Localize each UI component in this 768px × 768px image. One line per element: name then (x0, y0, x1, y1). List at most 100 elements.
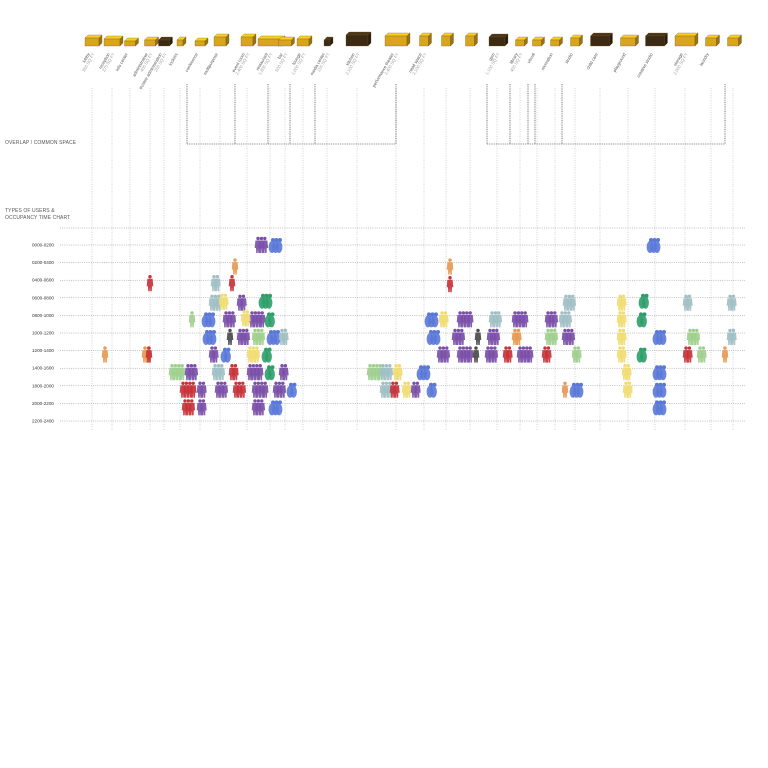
occupant-figure (209, 330, 217, 345)
occupant-figure (200, 381, 207, 398)
occupant-figure (565, 311, 573, 328)
occupant-figure (506, 346, 513, 363)
occupant-figure (493, 328, 501, 345)
occupant-figure (275, 238, 283, 253)
space-block (323, 36, 334, 47)
space-block (570, 34, 583, 47)
time-row-label: 0000-0200 (32, 243, 54, 248)
time-row-label: 2200-2400 (32, 419, 54, 424)
occupant-figures (101, 236, 737, 416)
occupant-figure (253, 346, 261, 363)
occupant-figure (693, 328, 701, 345)
occupant-figure (575, 346, 582, 363)
occupant-figure (240, 294, 247, 311)
occupant-figure (218, 364, 226, 381)
occupant-figure (239, 381, 247, 398)
occupant-figure (551, 311, 559, 328)
occupant-figure (686, 346, 693, 363)
occupant-figure (265, 293, 273, 309)
space-name: visual (526, 52, 536, 64)
occupant-figure (491, 346, 499, 363)
space-name: lounge (291, 51, 302, 65)
space-name: gym (487, 52, 496, 62)
occupant-figure (273, 330, 281, 345)
occupant-figure (189, 381, 197, 398)
time-row-label: 1000-1200 (32, 331, 54, 336)
occupant-figure (526, 346, 534, 363)
occupant-figure (396, 364, 403, 381)
occupant-figure (472, 346, 480, 363)
occupant-figure (568, 328, 576, 345)
space-block (124, 37, 139, 47)
occupant-figure (466, 346, 474, 363)
overlap-label: OVERLAP / COMMON SPACE (5, 140, 77, 146)
space-block (441, 32, 454, 47)
occupant-figure (620, 328, 627, 345)
occupant-figure (551, 328, 559, 345)
space-name: child care (585, 51, 599, 70)
space-block (144, 36, 159, 47)
occupant-figure (393, 381, 400, 398)
occupant-figure (466, 311, 474, 328)
occupant-figure (446, 276, 454, 293)
occupant-figure (243, 328, 251, 345)
occupant-figure (258, 311, 266, 328)
occupant-figure (730, 328, 737, 345)
space-name: lobby (81, 51, 91, 63)
space-block (194, 37, 209, 47)
space-block (590, 32, 613, 47)
occupant-figure (261, 381, 269, 398)
space-block (213, 33, 230, 47)
occupant-figure (405, 381, 412, 398)
occupant-figure (659, 400, 667, 416)
occupant-figure (228, 275, 236, 292)
occupant-figure (268, 312, 275, 328)
space-name: laundry (698, 51, 710, 66)
time-row-label: 0400-0600 (32, 278, 54, 283)
occupant-figure (226, 328, 234, 345)
chart-label-line2: OCCUPANCY TIME CHART (5, 215, 70, 221)
overlap-bracket (486, 84, 726, 145)
occupant-figure (101, 346, 109, 363)
overlap-bracket (186, 84, 397, 145)
occupant-figure (208, 312, 216, 328)
occupant-figure (188, 311, 196, 328)
occupant-figure (620, 311, 627, 328)
space-name: conference (184, 51, 199, 72)
occupant-figure (569, 294, 577, 311)
occupant-figure (258, 399, 266, 416)
occupant-figure (146, 275, 154, 292)
space-block (345, 31, 372, 47)
occupant-figure (431, 312, 439, 328)
occupant-figure (261, 236, 269, 253)
occupant-figure (258, 328, 266, 345)
occupant-figure (279, 381, 287, 398)
occupant-figure (212, 346, 219, 363)
occupant-figure (659, 330, 667, 345)
occupant-figure (620, 346, 627, 363)
space-block (384, 32, 411, 47)
space-name: library (509, 51, 520, 64)
occupant-figure (443, 346, 451, 363)
occupant-figure (642, 293, 649, 309)
occupant-figure (256, 364, 264, 381)
occupant-figure (282, 364, 289, 381)
occupant-figure (265, 347, 272, 363)
overlap-brackets (186, 84, 726, 145)
occupant-figure (145, 346, 153, 363)
space-block (550, 36, 563, 47)
occupant-figure (224, 347, 231, 363)
occupant-figure (620, 294, 627, 311)
time-row-label: 1800-2000 (32, 383, 54, 388)
space-block (84, 34, 103, 47)
space-blocks (84, 31, 742, 47)
space-guidelines (91, 88, 734, 431)
occupant-figure (433, 330, 441, 345)
occupant-figure (640, 347, 647, 363)
space-block (465, 32, 478, 47)
space-block (620, 34, 639, 47)
space-block (278, 36, 295, 47)
space-name: recreation (540, 51, 554, 71)
